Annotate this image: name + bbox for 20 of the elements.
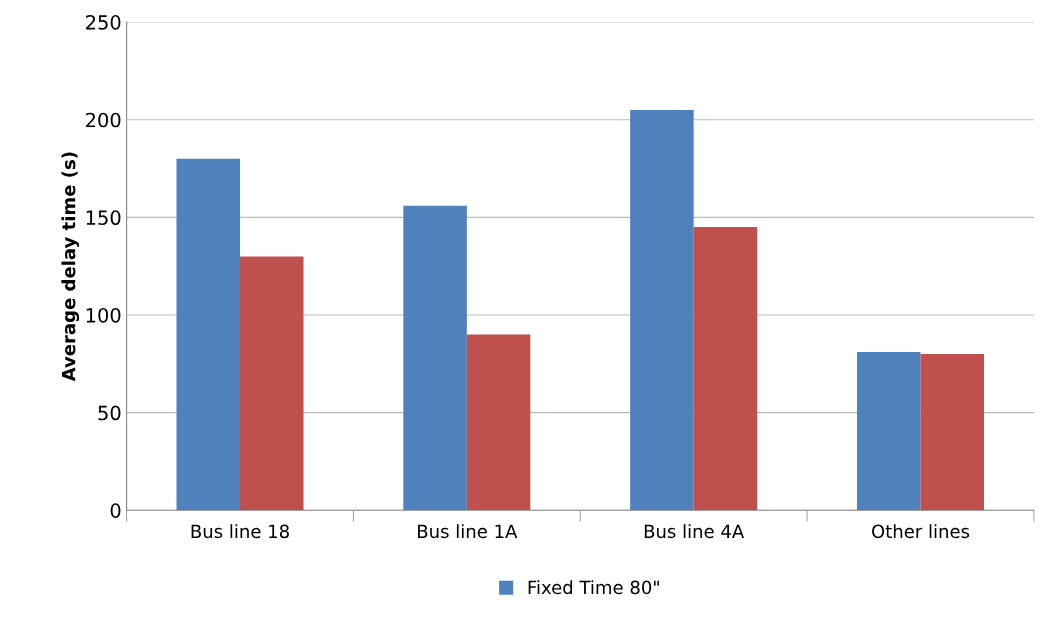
- bar: [176, 158, 241, 511]
- bar: [856, 352, 921, 511]
- y-tick-label: 100: [86, 307, 121, 323]
- y-tick-label: 0: [110, 503, 121, 518]
- x-tick-label: Bus line 18: [191, 524, 289, 539]
- y-tick-label: 250: [86, 15, 121, 30]
- y-axis-title: Average delay time (s): [61, 152, 80, 382]
- bar: [403, 205, 467, 511]
- bar: [630, 109, 694, 511]
- bar: [240, 256, 304, 511]
- x-tick-label: Bus line 1A: [418, 524, 518, 539]
- y-tick-label: 150: [86, 210, 121, 226]
- y-tick-label: 50: [98, 405, 121, 421]
- x-tick-label: Bus line 4A: [644, 524, 745, 539]
- x-tick-label: Other lines: [872, 524, 970, 539]
- bar: [466, 334, 531, 511]
- legend-label: Fixed Time 80": [528, 580, 659, 595]
- y-tick-label: 200: [86, 112, 121, 128]
- bar: [693, 227, 758, 511]
- bar: [920, 354, 984, 511]
